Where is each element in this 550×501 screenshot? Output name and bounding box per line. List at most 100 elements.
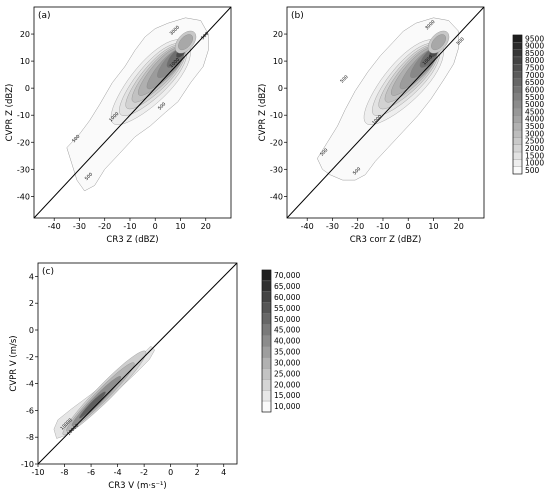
colorbar-tick-label: 40,000	[274, 337, 300, 346]
colorbar-swatch	[512, 56, 523, 65]
x-tick-label: 4	[221, 468, 226, 477]
plot-frame	[37, 262, 238, 465]
colorbar-swatch	[512, 71, 523, 80]
colorbar-swatch	[512, 42, 523, 50]
colorbar-tick-label: 30,000	[274, 358, 300, 367]
contour-label: 500	[157, 101, 167, 111]
colorbar-tick-label: 6500	[525, 78, 544, 87]
y-tick-label: -20	[270, 138, 283, 147]
contour-label: 500	[352, 166, 362, 176]
contour-band	[431, 34, 446, 51]
y-tick-label: -6	[26, 406, 34, 415]
one-to-one-line	[287, 7, 484, 218]
colorbar-tick-label: 8500	[525, 49, 544, 58]
colorbar-tick-label: 4000	[525, 115, 544, 124]
colorbar-swatch	[512, 115, 523, 123]
colorbar-swatch	[512, 129, 523, 138]
x-tick-label: -10	[123, 222, 136, 231]
colorbar-swatch	[512, 151, 523, 160]
y-tick-label: -20	[17, 138, 30, 147]
colorbar-tick-label: 8000	[525, 56, 544, 65]
colorbar-swatch	[512, 122, 523, 131]
colorbar-swatch	[261, 368, 272, 380]
one-to-one-line	[34, 7, 231, 218]
colorbar-tick-label: 3000	[525, 129, 544, 138]
x-tick-label: -40	[301, 222, 314, 231]
y-tick-label: -30	[17, 165, 30, 174]
x-tick-label: 20	[454, 222, 464, 231]
colorbar-tick-label: 500	[525, 166, 540, 175]
colorbar-swatch	[261, 280, 272, 292]
panel-label: (c)	[42, 267, 54, 277]
colorbar-tick-label: 1000	[525, 159, 544, 168]
colorbar-tick-label: 2000	[525, 144, 544, 153]
colorbar-tick-label: 20,000	[274, 380, 300, 389]
y-tick-label: -40	[270, 192, 283, 201]
colorbar-tick-label: 2500	[525, 137, 544, 146]
y-tick-label: -10	[270, 111, 283, 120]
x-tick-label: -10	[31, 468, 44, 477]
colorbar-tick-label: 4500	[525, 107, 544, 116]
colorbar-tick-label: 60,000	[274, 293, 300, 302]
y-tick-label: -30	[270, 165, 283, 174]
x-tick-label: 10	[428, 222, 438, 231]
x-tick-label: -4	[114, 468, 122, 477]
colorbar-swatch	[261, 269, 272, 282]
panel-label: (b)	[291, 11, 304, 21]
x-tick-label: 0	[153, 222, 158, 231]
colorbar-swatch	[512, 100, 523, 109]
colorbar-tick-label: 70,000	[274, 271, 300, 280]
y-tick-label: 10	[273, 57, 283, 66]
colorbar-swatch	[261, 346, 272, 358]
y-tick-label: -2	[26, 353, 34, 362]
contour-band	[178, 34, 193, 51]
colorbar-swatch	[512, 64, 523, 72]
colorbar-swatch	[512, 137, 523, 145]
y-axis-label: CVPR Z (dBZ)	[258, 84, 268, 142]
contour-label: 500	[200, 31, 210, 41]
colorbar-swatch	[261, 390, 272, 402]
x-tick-label: 10	[175, 222, 185, 231]
colorbar-tick-label: 5500	[525, 93, 544, 102]
colorbar-tick-label: 35,000	[274, 348, 300, 357]
x-tick-label: -6	[87, 468, 95, 477]
y-tick-label: -40	[17, 192, 30, 201]
plot-frame	[33, 6, 232, 219]
colorbar-tick-label: 1500	[525, 151, 544, 160]
colorbar-swatch	[261, 324, 272, 336]
y-tick-label: -4	[26, 380, 34, 389]
y-tick-label: -10	[17, 111, 30, 120]
colorbar-swatch	[512, 93, 523, 101]
y-tick-label: 0	[278, 84, 283, 93]
colorbar-swatch	[512, 49, 523, 58]
y-axis-label: CVPR V (m/s)	[9, 335, 19, 391]
y-tick-label: 2	[29, 299, 34, 308]
colorbar-swatch	[512, 34, 523, 43]
colorbar-tick-label: 9500	[525, 34, 544, 43]
colorbar-swatch	[261, 357, 272, 369]
x-tick-label: -2	[140, 468, 148, 477]
x-tick-label: 2	[195, 468, 200, 477]
colorbar-tick-label: 25,000	[274, 369, 300, 378]
colorbar-swatch	[261, 313, 272, 325]
y-tick-label: 0	[29, 326, 34, 335]
colorbar-swatch	[512, 78, 523, 87]
y-tick-label: 20	[273, 30, 283, 39]
x-tick-label: -10	[376, 222, 389, 231]
colorbar-tick-label: 6000	[525, 85, 544, 94]
plot-frame	[286, 6, 485, 219]
colorbar-frame	[261, 269, 272, 413]
x-tick-label: -30	[326, 222, 339, 231]
colorbar-tick-label: 9000	[525, 42, 544, 51]
colorbar-tick-label: 3500	[525, 122, 544, 131]
y-axis-label: CVPR Z (dBZ)	[5, 84, 15, 142]
x-tick-label: 0	[168, 468, 173, 477]
y-tick-label: 20	[20, 30, 30, 39]
colorbar-swatch	[512, 144, 523, 153]
colorbar-swatch	[512, 86, 523, 94]
